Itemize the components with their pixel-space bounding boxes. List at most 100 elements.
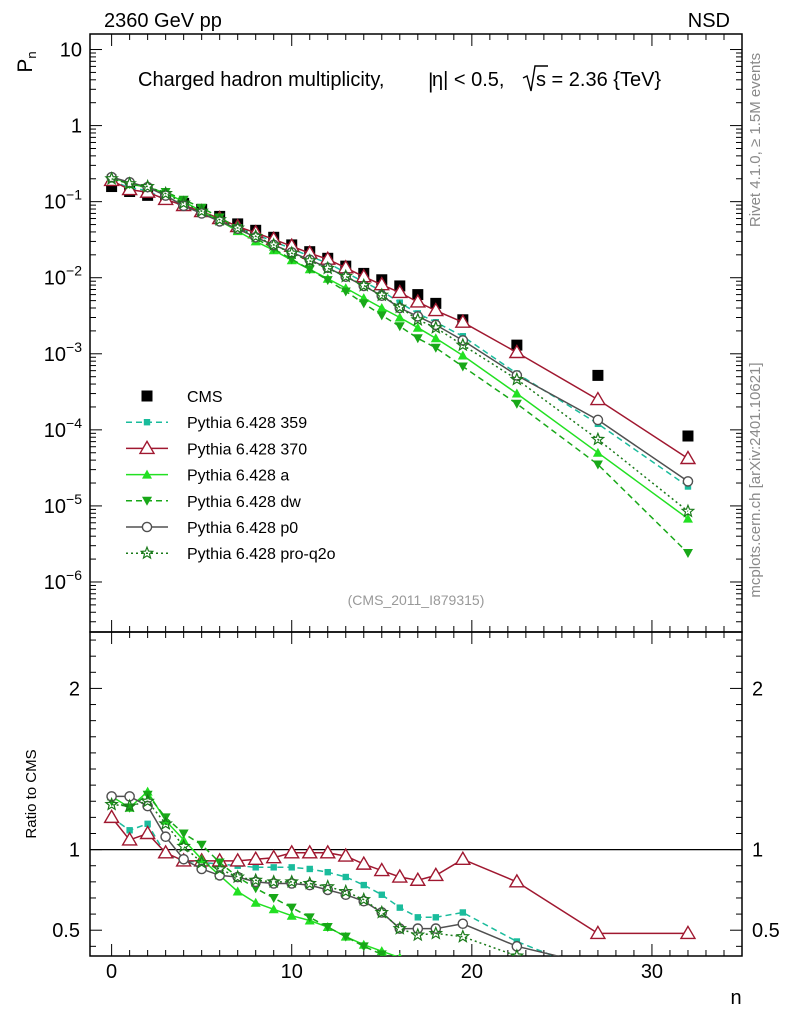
main-y-label: Pn	[14, 51, 39, 72]
title-energy: s = 2.36 {TeV}	[536, 69, 661, 91]
point-pa	[457, 350, 468, 360]
legend-item-cms: CMS	[141, 389, 223, 406]
y-tick-label: 10−5	[44, 491, 82, 518]
ratio-point-p370	[157, 844, 174, 859]
ratio-series-pp0	[106, 791, 561, 956]
ratio-line-pp0	[111, 795, 561, 956]
legend-marker-pq2o	[139, 545, 155, 560]
legend-item-pa: Pythia 6.428 a	[126, 468, 289, 485]
point-p370	[427, 302, 445, 317]
point-pq2o	[590, 431, 606, 446]
point-pa	[394, 312, 405, 322]
ratio-y-tick-label: 1	[69, 840, 80, 862]
legend-marker-pa	[142, 469, 152, 479]
y-tick-label: 1	[71, 116, 82, 138]
ratio-point-p370	[121, 831, 138, 846]
ratio-point-p359	[342, 873, 349, 881]
ratio-point-p359	[270, 864, 277, 871]
ratio-point-pq2o	[428, 925, 444, 940]
legend-label: Pythia 6.428 dw	[187, 494, 301, 511]
point-pp0	[250, 231, 262, 243]
ratio-point-p370	[319, 844, 336, 859]
point-pp0	[592, 414, 604, 426]
point-pq2o	[212, 212, 227, 226]
main-frame	[89, 33, 743, 633]
point-pdw	[430, 343, 441, 353]
point-pdw	[412, 334, 423, 344]
x-tick-label: 0	[106, 961, 117, 983]
legend-label: Pythia 6.428 370	[187, 441, 307, 458]
ratio-point-pq2o	[392, 920, 408, 935]
sqrt-symbol	[522, 65, 548, 92]
header-right: NSD	[688, 10, 730, 32]
ratio-point-p370	[373, 862, 390, 877]
ratio-point-pdw	[178, 829, 189, 839]
ratio-point-p359	[459, 909, 467, 916]
ratio-point-pdw	[268, 893, 279, 903]
ratio-point-pq2o	[592, 969, 603, 980]
ratio-point-pp0	[160, 831, 171, 843]
point-pdw	[340, 287, 351, 297]
ratio-point-pa	[250, 897, 261, 907]
y-tick-label: 10−4	[44, 415, 82, 442]
chart-title: Charged hadron multiplicity, | η| < 0.5,…	[138, 65, 661, 93]
ratio-point-p370	[247, 850, 264, 865]
ratio-y-label: Ratio to CMS	[23, 749, 40, 838]
ratio-point-p370	[265, 849, 282, 864]
ratio-point-p370	[355, 855, 372, 870]
point-pdw	[304, 265, 315, 275]
x-tick-label: 30	[641, 961, 663, 983]
legend-label: CMS	[187, 389, 223, 406]
title-prefix: Charged hadron multiplicity,	[138, 69, 384, 91]
ratio-point-pq2o	[212, 861, 227, 876]
ratio-point-pa	[286, 910, 297, 920]
ratio-point-pq2o	[374, 904, 390, 919]
main-x-ticks	[111, 34, 743, 632]
ratio-series-pdw	[106, 790, 693, 1000]
point-pq2o	[356, 277, 372, 292]
series-line-pq2o	[111, 178, 689, 512]
ratio-series-pa	[106, 786, 441, 970]
legend-marker-p359	[143, 419, 151, 426]
ratio-point-p370	[103, 808, 120, 824]
point-pq2o	[455, 337, 471, 352]
ratio-y-tick-label-right: 2	[752, 678, 763, 700]
point-pa	[430, 333, 441, 343]
ratio-point-pdw	[286, 903, 297, 913]
point-pq2o	[410, 312, 426, 326]
ratio-point-pq2o	[104, 796, 119, 811]
ratio-line-pdw	[111, 793, 388, 956]
ratio-point-pdw	[683, 991, 693, 1000]
point-pp0	[682, 476, 694, 487]
ratio-point-p370	[508, 873, 526, 888]
legend-marker-cms	[141, 390, 153, 402]
ratio-point-p370	[337, 847, 354, 862]
point-pq2o	[320, 260, 336, 275]
ratio-point-p359	[414, 914, 422, 921]
x-tick-label: 10	[281, 961, 303, 983]
x-axis-label: n	[730, 987, 741, 1009]
header-left: 2360 GeV pp	[104, 10, 222, 32]
point-p370	[454, 313, 472, 328]
legend-item-p370: Pythia 6.428 370	[126, 440, 307, 458]
y-tick-label: 10−3	[44, 339, 82, 366]
ratio-point-pq2o	[338, 883, 354, 898]
ratio-point-pdw	[395, 958, 405, 967]
point-pa	[412, 322, 423, 332]
point-p370	[679, 450, 697, 465]
ratio-series	[103, 786, 697, 1000]
ratio-point-pq2o	[140, 793, 155, 808]
point-cms	[682, 430, 694, 442]
legend-marker-p370	[138, 440, 156, 455]
point-pq2o	[248, 228, 263, 243]
legend-item-pp0: Pythia 6.428 p0	[126, 520, 298, 537]
point-pq2o	[509, 371, 525, 386]
y-tick-label: 10	[60, 40, 82, 62]
y-tick-label: 10−6	[44, 567, 82, 594]
ratio-point-pa	[431, 961, 441, 970]
point-pq2o	[374, 287, 390, 302]
point-pq2o	[338, 268, 354, 283]
ratio-line-pq2o	[111, 800, 521, 956]
ratio-point-pq2o	[176, 838, 191, 853]
